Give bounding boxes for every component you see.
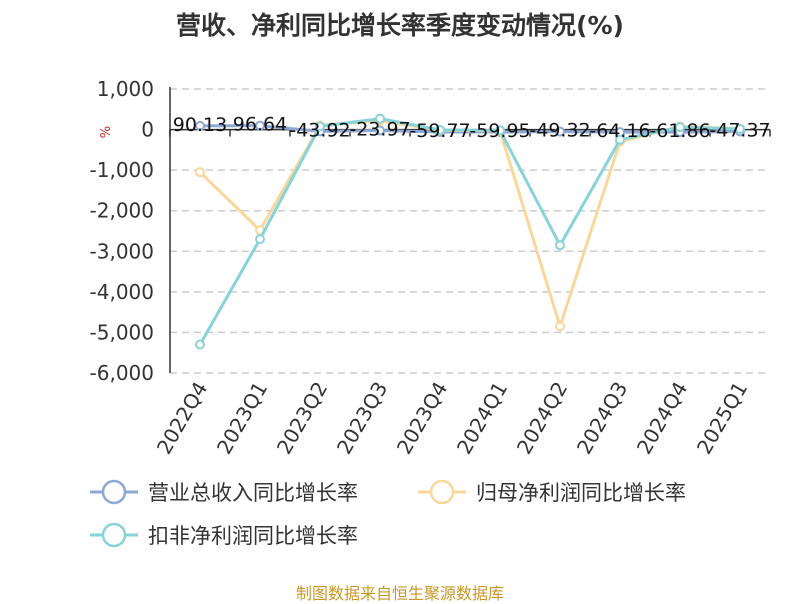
legend-label: 归母净利润同比增长率 <box>476 481 686 505</box>
data-point <box>735 123 745 134</box>
series-line-2 <box>198 119 741 328</box>
data-label: -64.16 <box>589 120 650 142</box>
y-tick-label: -2,000 <box>90 199 154 223</box>
data-point <box>255 120 265 131</box>
data-label: 90.13 <box>173 114 227 136</box>
data-point <box>675 122 685 133</box>
x-tick-label: 2025Q1 <box>692 378 752 459</box>
data-point <box>555 126 565 137</box>
x-tick-label: 2024Q2 <box>512 378 572 459</box>
data-point <box>555 321 565 332</box>
data-point <box>195 167 205 178</box>
legend-label: 扣非净利润同比增长率 <box>148 524 358 548</box>
series-lines <box>195 113 745 350</box>
data-point <box>495 125 505 136</box>
data-label: -59.95 <box>469 120 530 142</box>
data-label: -47.37 <box>709 119 770 141</box>
x-tick-label: 2023Q1 <box>212 378 272 459</box>
legend-label: 营业总收入同比增长率 <box>148 481 358 505</box>
y-tick-label: -3,000 <box>90 239 154 263</box>
x-tick-label: 2024Q4 <box>632 378 692 459</box>
x-tick-label: 2023Q4 <box>392 378 452 459</box>
x-tick-label: 2024Q1 <box>452 378 512 459</box>
y-tick-label: 1,000 <box>97 77 154 101</box>
data-point <box>195 120 205 131</box>
data-point <box>375 113 385 124</box>
y-tick-label: -5,000 <box>90 320 154 344</box>
data-label: -43.92 <box>289 119 350 141</box>
x-tick-label: 2022Q4 <box>152 378 212 459</box>
data-point <box>615 134 625 145</box>
legend-swatch-marker <box>101 522 127 548</box>
legend-swatch-marker <box>101 479 127 505</box>
y-tick-label: 0 <box>141 118 154 142</box>
data-labels: 90.13 96.64 -43.92-23.97-59.77-59.95-49.32… <box>173 114 771 143</box>
data-label: -61.86 <box>649 120 710 142</box>
chart-title: 营收、净利同比增长率季度变动情况(%) <box>176 11 624 40</box>
series-line-3 <box>198 117 741 346</box>
y-tick-label: -6,000 <box>90 361 154 385</box>
x-tick-label: 2023Q3 <box>332 378 392 459</box>
y-unit-label: % <box>99 126 114 138</box>
data-label: -49.32 <box>529 120 590 142</box>
y-tick-label: -1,000 <box>90 158 154 182</box>
data-label: 96.64 <box>233 114 287 136</box>
data-point <box>255 234 265 245</box>
data-label: -59.77 <box>409 120 470 142</box>
legend-swatch-marker <box>429 479 455 505</box>
data-point <box>315 121 325 132</box>
data-point <box>195 339 205 350</box>
data-label: -23.97 <box>349 119 410 141</box>
x-tick-label: 2024Q3 <box>572 378 632 459</box>
data-point <box>375 125 385 136</box>
x-tick-label: 2023Q2 <box>272 378 332 459</box>
footer-source: 制图数据来自恒生聚源数据库 <box>295 584 504 603</box>
data-point <box>555 240 565 251</box>
y-tick-label: -4,000 <box>90 280 154 304</box>
data-point <box>435 124 445 135</box>
